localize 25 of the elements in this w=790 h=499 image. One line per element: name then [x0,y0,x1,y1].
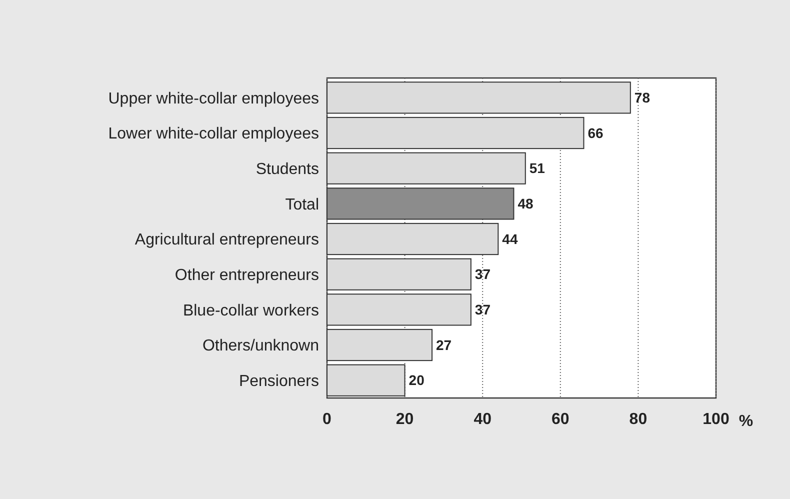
x-tick-label: 100 [702,411,730,428]
x-tick-label: 20 [396,411,414,428]
y-tick-label: Total [285,196,319,214]
data-label: 48 [518,196,534,212]
data-label: 20 [408,372,425,388]
x-tick-label: 80 [629,411,648,428]
y-tick-label: Upper white-collar employees [108,90,319,108]
y-tick-label: Agricultural entrepreneurs [134,232,319,249]
y-tick-label: Students [256,160,319,178]
x-tick-label: 0 [322,411,332,428]
data-label: 27 [436,336,452,353]
x-tick-label: 40 [474,411,492,428]
x-axis-title: % [738,413,754,430]
y-tick-label: Lower white-collar employees [108,126,319,143]
data-label: 44 [502,230,518,247]
x-tick-label: 60 [552,411,570,428]
y-tick-label: Others/unknown [202,338,319,355]
y-tick-label: Other entrepreneurs [174,266,319,284]
y-tick-label: Pensioners [238,372,319,390]
data-label: 37 [474,302,491,318]
data-label: 66 [588,124,604,141]
data-label: 37 [474,266,491,282]
y-tick-label: Blue-collar workers [182,302,319,320]
data-label: 78 [634,90,650,106]
data-label: 51 [529,160,546,176]
